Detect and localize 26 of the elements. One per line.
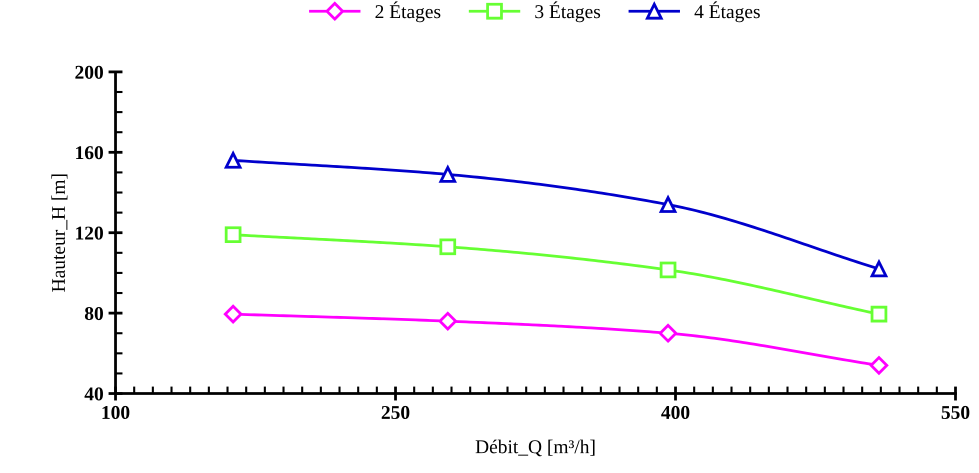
- legend-label: 3 Étages: [535, 1, 600, 22]
- y-tick-label: 160: [76, 146, 103, 160]
- x-tick-label: 100: [102, 406, 130, 420]
- point: [870, 306, 888, 322]
- point: [870, 356, 888, 375]
- point: [660, 262, 676, 278]
- y-tick-label: 40: [84, 387, 103, 400]
- point: [224, 226, 242, 244]
- legend-label: 2 Étages: [375, 1, 440, 22]
- point: [439, 166, 456, 183]
- y-tick-label: 120: [76, 226, 103, 240]
- point: [870, 260, 888, 278]
- point: [439, 238, 456, 256]
- y-axis-title: Hauteur_H [m]: [51, 174, 68, 292]
- y-tick-label: 80: [84, 306, 103, 320]
- point: [660, 196, 676, 213]
- x-tick-label: 250: [382, 406, 410, 420]
- legend-label: 4 Étages: [694, 1, 760, 22]
- point: [224, 152, 242, 169]
- point: [658, 324, 678, 342]
- x-tick-label: 400: [661, 406, 690, 420]
- x-tick-label: 550: [942, 406, 970, 420]
- x-axis-title: Débit_Q [m³/h]: [476, 440, 594, 456]
- point: [438, 312, 458, 330]
- y-tick-label: 200: [75, 66, 103, 79]
- point: [224, 304, 242, 324]
